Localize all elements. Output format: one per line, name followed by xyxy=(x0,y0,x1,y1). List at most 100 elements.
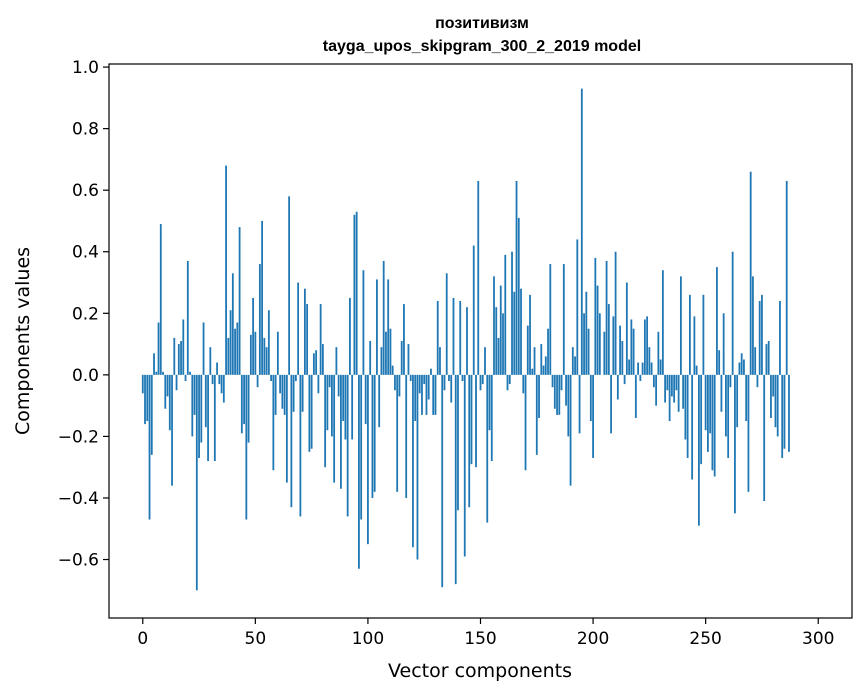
bar-116 xyxy=(403,304,405,375)
bar-73 xyxy=(306,304,309,375)
bar-25 xyxy=(198,374,200,458)
bar-185 xyxy=(558,374,561,415)
bar-95 xyxy=(355,211,358,375)
bar-112 xyxy=(394,374,396,391)
bar-28 xyxy=(204,374,207,428)
bar-159 xyxy=(499,285,502,375)
bar-260 xyxy=(727,374,730,458)
bar-279 xyxy=(770,374,772,418)
bar-186 xyxy=(560,374,563,391)
bar-10 xyxy=(164,374,167,409)
bar-107 xyxy=(382,260,385,375)
bar-224 xyxy=(646,316,649,375)
bar-100 xyxy=(367,374,369,545)
y-tick-label: 0.2 xyxy=(72,304,99,324)
bar-137 xyxy=(450,374,453,403)
bar-141 xyxy=(459,300,462,375)
bar-203 xyxy=(598,313,601,375)
bar-261 xyxy=(729,374,732,388)
bar-254 xyxy=(713,374,716,477)
bar-47 xyxy=(247,374,250,443)
bar-96 xyxy=(358,374,360,569)
bar-136 xyxy=(448,374,450,382)
bar-211 xyxy=(616,374,619,400)
bar-215 xyxy=(625,282,628,375)
y-tick-label: 0.6 xyxy=(72,181,99,201)
bar-202 xyxy=(596,285,599,375)
bar-87 xyxy=(337,374,340,397)
bar-98 xyxy=(362,270,365,375)
bar-176 xyxy=(538,374,540,418)
bar-91 xyxy=(346,374,349,517)
y-tick-label: 1.0 xyxy=(72,58,99,78)
bar-263 xyxy=(734,374,736,514)
bar-65 xyxy=(288,196,291,375)
bar-220 xyxy=(637,362,640,375)
bar-244 xyxy=(691,374,694,480)
x-tick-label: 150 xyxy=(464,629,496,649)
bar-157 xyxy=(495,307,498,375)
bar-81 xyxy=(324,374,327,468)
bar-193 xyxy=(576,239,579,375)
bar-133 xyxy=(441,374,444,588)
bar-2 xyxy=(146,374,149,422)
bar-62 xyxy=(281,374,284,409)
bar-35 xyxy=(220,374,223,394)
x-tick-label: 250 xyxy=(689,629,721,649)
bar-285 xyxy=(783,374,786,449)
bar-86 xyxy=(335,347,338,375)
bar-29 xyxy=(207,374,209,462)
bar-75 xyxy=(310,374,313,449)
bar-53 xyxy=(261,220,263,375)
bar-90 xyxy=(344,374,347,440)
bar-14 xyxy=(173,337,176,375)
bar-115 xyxy=(400,341,403,375)
bar-262 xyxy=(731,251,734,375)
bar-118 xyxy=(407,344,410,375)
bar-153 xyxy=(486,374,489,523)
bar-190 xyxy=(569,374,572,486)
bar-179 xyxy=(544,356,547,375)
bar-166 xyxy=(515,180,518,375)
bar-55 xyxy=(265,347,268,375)
bar-143 xyxy=(463,374,466,557)
bar-134 xyxy=(443,374,446,391)
bar-201 xyxy=(594,257,597,375)
bars-group xyxy=(0,88,817,591)
y-axis: −0.6 −0.4 −0.2 0.0 0.2 0.4 0.6 0.8 1.0 xyxy=(58,58,109,571)
bar-140 xyxy=(457,374,459,511)
bar-160 xyxy=(502,313,504,375)
bar-20 xyxy=(186,260,189,375)
bar-93 xyxy=(351,374,354,440)
bar-34 xyxy=(218,374,221,385)
bar-232 xyxy=(664,374,667,403)
bar-57 xyxy=(270,374,273,382)
bar-272 xyxy=(754,347,757,375)
bar-147 xyxy=(472,245,475,375)
bar-50 xyxy=(254,331,257,375)
bar-243 xyxy=(688,294,691,375)
bar-240 xyxy=(682,374,685,409)
bar-247 xyxy=(698,374,700,526)
bar-26 xyxy=(200,374,203,443)
bar-126 xyxy=(425,374,428,415)
bar-11 xyxy=(166,374,169,397)
bar-286 xyxy=(785,180,788,375)
bar-191 xyxy=(571,347,574,375)
bar-111 xyxy=(391,365,394,375)
bar-59 xyxy=(274,374,277,415)
bar-58 xyxy=(272,374,275,471)
bar-85 xyxy=(333,374,336,483)
bar-257 xyxy=(720,374,723,412)
bar-198 xyxy=(587,328,590,375)
bar-259 xyxy=(725,374,727,437)
x-tick-label: 200 xyxy=(577,629,609,649)
bar-84 xyxy=(331,374,333,437)
bar-255 xyxy=(716,267,718,375)
bar-189 xyxy=(567,374,570,437)
bar-6 xyxy=(155,371,158,375)
bar-77 xyxy=(315,350,318,375)
bar-216 xyxy=(628,359,630,375)
bar-253 xyxy=(711,374,714,471)
bar-119 xyxy=(409,374,412,382)
